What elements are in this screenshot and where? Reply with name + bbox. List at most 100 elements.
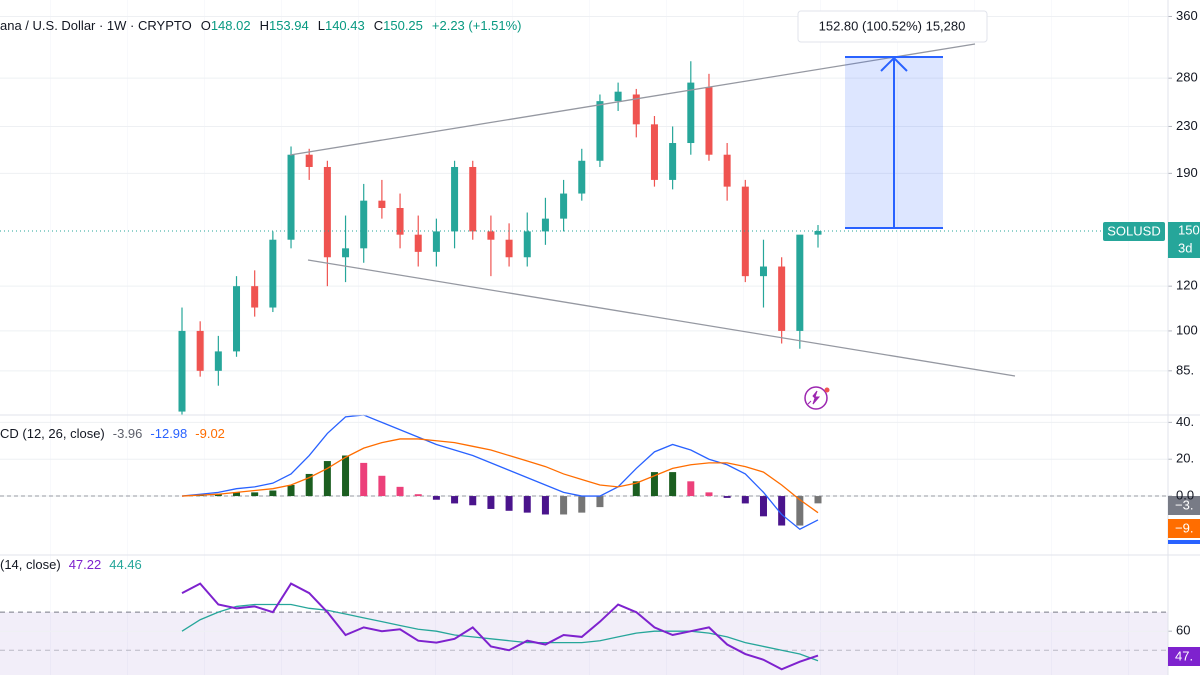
histogram-bar — [342, 455, 350, 497]
measure-label: 152.80 (100.52%) 15,280 — [819, 18, 966, 33]
macd-value-box — [1168, 540, 1200, 544]
signal-value-box — [1168, 519, 1200, 538]
candle-body — [196, 330, 204, 371]
signal-value-text: −9. — [1175, 520, 1193, 535]
candle-body — [796, 234, 804, 331]
series-line — [181, 414, 819, 530]
candle-body — [360, 200, 368, 249]
candle-body — [669, 143, 677, 180]
ohlc-value: 150.25 — [383, 18, 423, 33]
histogram-bar — [669, 472, 677, 497]
candle-body — [342, 248, 350, 258]
macd-legend: CD (12, 26, close) -3.96 -12.98 -9.02 — [0, 426, 225, 441]
candle-body — [469, 166, 477, 232]
y-tick-label: 100 — [1176, 322, 1198, 337]
candle-body — [759, 266, 767, 277]
histogram-bar — [541, 496, 549, 515]
histogram-bar — [269, 490, 277, 497]
candle-body — [287, 154, 295, 240]
candle-body — [523, 231, 531, 258]
candle-body — [687, 82, 695, 144]
candle-body — [650, 124, 658, 180]
histogram-bar — [360, 462, 368, 497]
y-tick-label: 20. — [1176, 451, 1194, 466]
histogram-bar — [251, 492, 259, 497]
histogram-bar — [323, 461, 331, 497]
ai-icon-glyph — [807, 390, 821, 405]
histogram-bar — [432, 496, 440, 500]
histogram-bar — [469, 496, 477, 506]
ohlc-value: 148.02 — [211, 18, 251, 33]
candle-body — [269, 239, 277, 308]
plot-layer — [0, 15, 1172, 675]
candle-body — [432, 231, 440, 252]
y-tick-label: 60 — [1176, 623, 1190, 638]
histogram-bar — [596, 496, 604, 508]
y-tick-label: 120 — [1176, 278, 1198, 293]
candle-body — [451, 166, 459, 232]
candle-body — [178, 330, 186, 412]
histogram-bar — [560, 496, 568, 515]
histogram-bar — [233, 492, 241, 497]
y-tick-label: 85. — [1176, 362, 1194, 377]
candle-body — [214, 351, 222, 371]
y-tick-label: 360 — [1176, 8, 1198, 23]
vertical-grid — [0, 0, 1168, 675]
histogram-bar — [414, 494, 422, 497]
histogram-bar — [487, 496, 495, 509]
histogram-bar — [705, 492, 713, 497]
histogram-bar — [778, 496, 786, 526]
rsi-value: 47.22 — [69, 557, 102, 572]
candle-body — [560, 193, 568, 219]
change: +2.23 (+1.51%) — [432, 18, 522, 33]
histogram-bar — [505, 496, 513, 511]
histogram-bar — [378, 475, 386, 497]
ohlc-value: 140.43 — [325, 18, 365, 33]
countdown-text: 3d — [1178, 240, 1192, 255]
histogram-bar — [305, 473, 313, 497]
series-line — [181, 603, 819, 662]
y-tick-label: 40. — [1176, 414, 1194, 429]
histogram-bar — [814, 496, 822, 504]
macd-value: -12.98 — [150, 426, 187, 441]
candle-body — [741, 186, 749, 277]
histogram-bar — [741, 496, 749, 504]
histogram-bar — [759, 496, 767, 517]
candle-body — [323, 166, 331, 258]
histogram-bar — [523, 496, 531, 513]
candle-body — [705, 87, 713, 155]
histogram-bar — [687, 481, 695, 497]
macd-label: CD (12, 26, close) — [0, 426, 105, 441]
rsi-value-text: 47. — [1175, 648, 1193, 663]
rsi-ma-value: 44.46 — [109, 557, 142, 572]
hist-value-box — [1168, 496, 1200, 515]
candle-body — [632, 94, 640, 125]
ai-icon-dot — [824, 387, 830, 393]
candle-body — [596, 101, 604, 161]
y-tick-label: 190 — [1176, 165, 1198, 180]
histogram-bar — [650, 472, 658, 497]
macd-hist-value: -3.96 — [113, 426, 143, 441]
candle-body — [723, 154, 731, 187]
histogram-bar — [723, 496, 731, 498]
series-line — [181, 438, 819, 514]
histogram-bar — [632, 481, 640, 497]
histogram-bar — [396, 486, 404, 497]
rsi-value-box — [1168, 647, 1200, 666]
histogram-bar — [796, 496, 804, 526]
candle-body — [578, 160, 586, 194]
trendline-lower — [307, 259, 1016, 377]
y-tick-label: 230 — [1176, 118, 1198, 133]
y-tick-label: 280 — [1176, 70, 1198, 85]
candle-body — [487, 231, 495, 240]
histogram-bar — [214, 494, 222, 497]
y-tick-label: 0.0 — [1176, 487, 1194, 502]
rsi-label: (14, close) — [0, 557, 61, 572]
candle-body — [233, 286, 241, 352]
band-fill — [0, 612, 1168, 675]
price-tag — [1168, 222, 1200, 258]
candle-body — [814, 230, 822, 235]
candle-body — [305, 154, 313, 167]
histogram-bar — [451, 496, 459, 504]
